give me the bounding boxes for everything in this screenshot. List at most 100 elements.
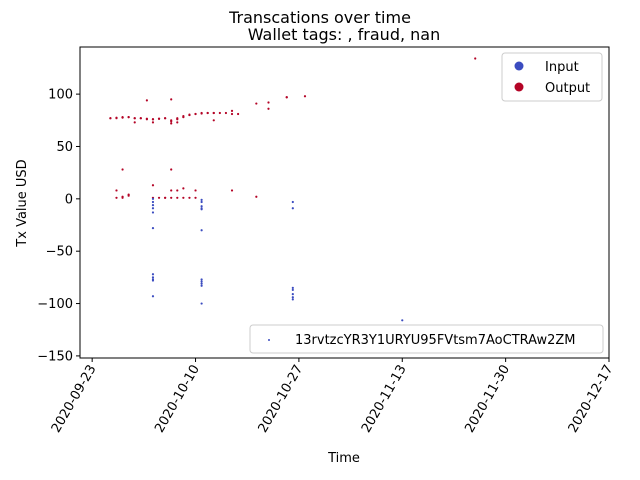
point-input (401, 319, 404, 322)
point-input (291, 288, 294, 292)
point-input (291, 286, 294, 289)
point-output (267, 101, 270, 104)
point-input (200, 278, 203, 281)
point-output (474, 57, 477, 60)
axes-frame (79, 46, 610, 359)
chart-subtitle: Wallet tags: , fraud, nan (248, 25, 440, 44)
point-output (157, 117, 161, 120)
y-tick-label: 0 (65, 192, 73, 207)
point-output (194, 196, 197, 199)
point-output (170, 122, 173, 125)
point-output (182, 115, 185, 118)
point-output (164, 196, 167, 199)
point-output (109, 117, 112, 120)
point-output (164, 117, 167, 120)
point-output (127, 193, 130, 196)
point-input (291, 293, 294, 296)
point-input (200, 302, 203, 305)
point-output (212, 111, 215, 115)
point-input (200, 205, 203, 208)
point-input (151, 279, 155, 282)
point-input (291, 298, 294, 301)
point-output (255, 195, 258, 198)
point-input (151, 227, 155, 230)
point-input (200, 282, 203, 285)
point-input (151, 273, 155, 276)
point-input (291, 296, 294, 299)
data-points (109, 57, 477, 322)
point-output (176, 121, 179, 124)
y-tick-label: −150 (37, 349, 73, 364)
y-tick-label: 100 (48, 88, 73, 103)
point-output (230, 189, 234, 192)
wallet-legend-label: 13rvtzcYR3Y1URYU95FVtsm7AoCTRAw2ZM (295, 333, 576, 348)
point-output (212, 119, 215, 122)
point-output (127, 116, 130, 119)
legend-marker-output (514, 82, 524, 92)
x-axis-label: Time (327, 451, 360, 466)
point-input (151, 211, 155, 214)
point-output (182, 196, 185, 199)
point-output (176, 189, 179, 192)
legend-marker-input (514, 61, 524, 71)
point-output (170, 120, 173, 123)
point-input (200, 198, 203, 201)
point-output (139, 117, 142, 120)
point-input (200, 208, 203, 211)
chart-title: Transcations over time (228, 8, 411, 27)
point-output (255, 102, 258, 105)
point-output (133, 117, 136, 120)
point-output (230, 109, 234, 112)
point-output (121, 116, 124, 119)
point-output (218, 111, 221, 115)
point-output (115, 116, 118, 119)
plot-area (79, 46, 610, 359)
point-input (291, 207, 294, 210)
point-output (151, 121, 155, 124)
point-output (121, 168, 124, 171)
hue-legend: Input Output (501, 52, 603, 102)
point-output (182, 187, 185, 190)
y-axis: 100 50 0 −50 −100 −150 (37, 88, 80, 364)
point-output (285, 96, 288, 99)
point-output (194, 189, 197, 192)
point-output (145, 118, 148, 121)
point-output (170, 98, 173, 101)
y-axis-label: Tx Value USD (15, 159, 30, 247)
point-input (151, 295, 155, 298)
point-output (206, 111, 209, 115)
point-output (176, 196, 179, 199)
point-input (200, 229, 203, 232)
point-output (200, 111, 203, 115)
point-input (151, 207, 155, 210)
point-output (157, 196, 161, 199)
wallet-legend-box (249, 324, 604, 354)
point-output (236, 112, 240, 116)
point-output (170, 168, 173, 171)
point-input (200, 200, 203, 204)
point-input (151, 276, 155, 279)
point-output (224, 111, 228, 115)
point-output (188, 196, 191, 199)
point-output (170, 196, 173, 199)
point-output (121, 195, 124, 198)
y-tick-label: 50 (56, 140, 73, 155)
wallet-legend-marker (268, 339, 270, 341)
point-output (151, 184, 155, 187)
hue-legend-box (501, 52, 603, 102)
y-tick-label: −100 (37, 297, 73, 312)
y-tick-label: −50 (46, 245, 73, 260)
legend-label-output: Output (545, 81, 590, 96)
point-output (115, 189, 118, 192)
point-output (303, 95, 307, 98)
legend-label-input: Input (545, 60, 579, 75)
point-output (133, 121, 136, 124)
point-input (200, 280, 203, 283)
point-output (151, 118, 155, 121)
point-output (267, 107, 270, 110)
point-output (145, 99, 148, 102)
point-output (188, 113, 191, 116)
point-input (151, 197, 155, 200)
point-input (291, 200, 294, 204)
